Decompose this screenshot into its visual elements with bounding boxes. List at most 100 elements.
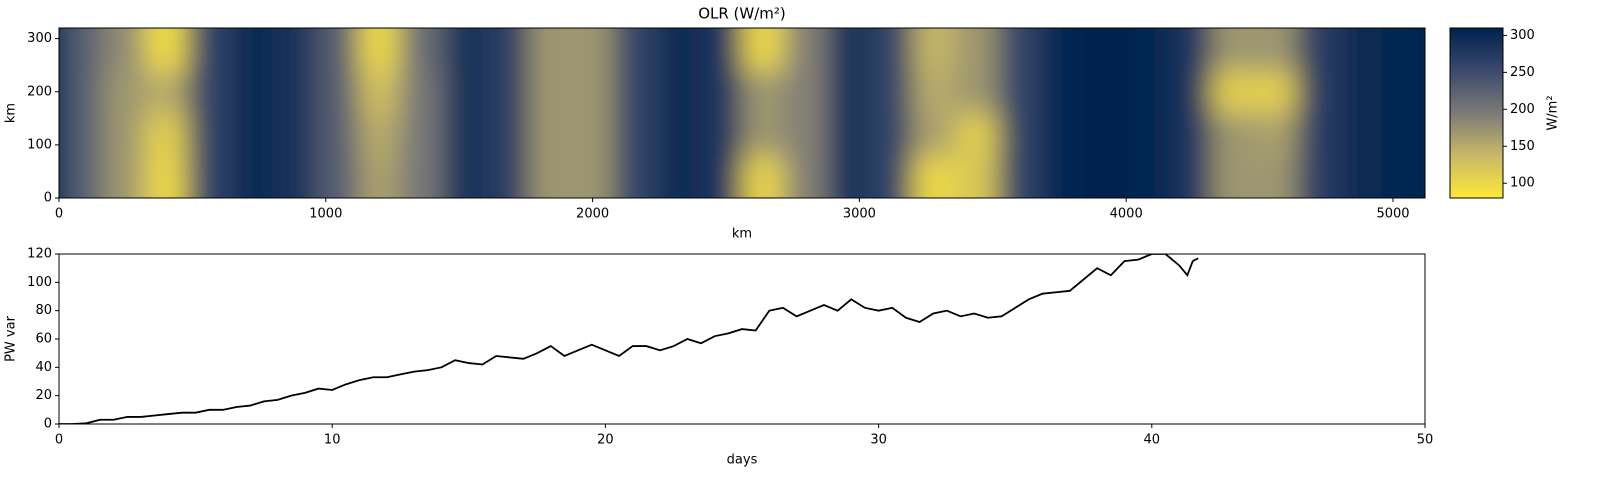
y-tick-label: 120 [27, 247, 52, 262]
heatmap-cell [272, 155, 316, 198]
plot-frame [58, 27, 1426, 199]
heatmap-cell [59, 28, 103, 71]
heatmap-cell [955, 155, 999, 198]
heatmap-cell [485, 113, 530, 156]
heatmap-cell [101, 155, 145, 198]
heatmap-cell [1168, 28, 1213, 71]
x-tick-label: 4000 [1110, 207, 1143, 222]
y-tick-label: 300 [27, 31, 52, 46]
heatmap-cell [1339, 70, 1383, 114]
heatmap-cell [1382, 28, 1425, 71]
x-axis-label: km [732, 227, 752, 242]
heatmap-cell [229, 70, 273, 114]
x-tick-label: 40 [1144, 433, 1161, 448]
heatmap-cell [998, 28, 1042, 71]
y-tick-label: 40 [35, 360, 52, 375]
heatmap-cell [1382, 113, 1425, 156]
y-tick-label: 200 [27, 84, 52, 99]
heatmap-cell [742, 155, 786, 198]
heatmap-cell [528, 28, 572, 71]
heatmap-cell [485, 70, 530, 114]
heatmap-cell [784, 113, 828, 156]
x-tick-label: 0 [55, 207, 63, 222]
heatmap-cell [613, 155, 658, 198]
heatmap-cell [699, 155, 743, 198]
y-tick-label: 100 [27, 275, 52, 290]
heatmap-cell [1296, 155, 1341, 198]
colorbar-tick-label: 150 [1510, 139, 1535, 154]
heatmap-cell [613, 113, 658, 156]
heatmap-cell [656, 113, 700, 156]
x-tick-label: 0 [55, 433, 63, 448]
heatmap-cell [827, 113, 871, 156]
heatmap-cell [1168, 155, 1213, 198]
heatmap-cell [1339, 155, 1383, 198]
heatmap-cell [59, 155, 103, 198]
heatmap-cell [699, 28, 743, 71]
heatmap-cell [187, 28, 231, 71]
heatmap-cell [443, 70, 487, 114]
heatmap-cell [1126, 70, 1170, 114]
data-line [59, 254, 1199, 424]
heatmap-cell [998, 113, 1042, 156]
heatmap-cell [742, 113, 786, 156]
heatmap-cell [272, 70, 316, 114]
heatmap-cell [1083, 70, 1127, 114]
heatmap-cell [571, 113, 615, 156]
heatmap-cell [955, 113, 999, 156]
heatmap-cell [613, 28, 658, 71]
colorbar-tick-label: 200 [1510, 102, 1535, 117]
heatmap-cell [1168, 113, 1213, 156]
y-tick-label: 80 [35, 303, 52, 318]
y-tick-label: 60 [35, 332, 52, 347]
heatmap-cell [912, 28, 956, 71]
heatmap-cell [315, 70, 359, 114]
heatmap-cell [1126, 113, 1170, 156]
heatmap-cell [656, 155, 700, 198]
heatmap-cell [955, 28, 999, 71]
heatmap-cell [784, 155, 828, 198]
y-tick-label: 0 [44, 417, 52, 432]
x-tick-label: 1000 [309, 207, 342, 222]
x-tick-label: 10 [324, 433, 341, 448]
heatmap-cell [699, 70, 743, 114]
heatmap-cell [59, 70, 103, 114]
heatmap-cell [1254, 113, 1298, 156]
heatmap-cell [400, 113, 444, 156]
heatmap-cell [912, 113, 956, 156]
heatmap-cell [870, 70, 914, 114]
heatmap-cell [1382, 70, 1425, 114]
heatmap-cell [272, 28, 316, 71]
heatmap-cell [1211, 113, 1255, 156]
heatmap-cell [144, 155, 188, 198]
heatmap-cell [357, 155, 401, 198]
colorbar-tick-label: 100 [1510, 176, 1535, 191]
heatmap-cell [1296, 70, 1341, 114]
heatmap-cell [912, 70, 956, 114]
x-axis-label: days [727, 453, 758, 468]
heatmap-cell [870, 113, 914, 156]
heatmap-cell [827, 70, 871, 114]
heatmap-cell [357, 28, 401, 71]
y-tick-label: 100 [27, 137, 52, 152]
heatmap-cell [742, 70, 786, 114]
heatmap-cell [101, 28, 145, 71]
heatmap-cell [229, 155, 273, 198]
heatmap-cell [357, 113, 401, 156]
heatmap-cell [1254, 70, 1298, 114]
heatmap-cell [229, 113, 273, 156]
heatmap-cell [315, 113, 359, 156]
heatmap-cell [1168, 70, 1213, 114]
heatmap-cell [443, 155, 487, 198]
x-tick-label: 2000 [576, 207, 609, 222]
heatmap-cell [59, 113, 103, 156]
heatmap-cell [1126, 155, 1170, 198]
heatmap-cell [827, 28, 871, 71]
colorbar-label: W/m² [1546, 95, 1561, 130]
heatmap-cell [1083, 113, 1127, 156]
heatmap-cell [656, 70, 700, 114]
heatmap-cell [144, 113, 188, 156]
heatmap-cell [1040, 155, 1084, 198]
heatmap-cell [1339, 113, 1383, 156]
